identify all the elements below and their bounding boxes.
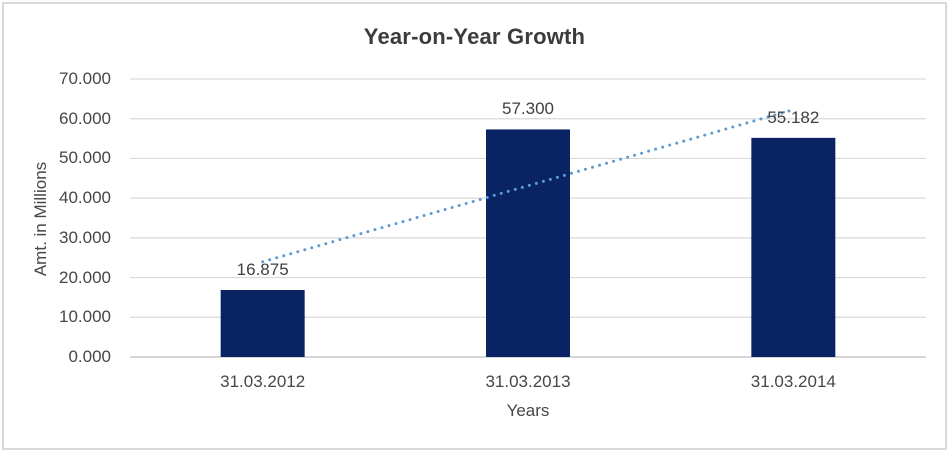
y-tick-label: 30.000 [59, 227, 111, 247]
y-tick-label: 10.000 [59, 307, 111, 327]
y-tick-label: 40.000 [59, 188, 111, 208]
chart-title: Year-on-Year Growth [363, 24, 586, 49]
y-tick-label: 50.000 [59, 148, 111, 168]
y-tick-label: 0.000 [68, 347, 111, 366]
y-tick-label: 60.000 [59, 108, 111, 128]
bar [751, 137, 836, 357]
data-label: 16.875 [236, 259, 289, 279]
y-tick-label: 20.000 [59, 267, 111, 287]
y-tick-label: 70.000 [59, 69, 111, 88]
bar [486, 129, 570, 357]
x-tick-label: 31.03.2013 [485, 372, 571, 391]
x-axis-title: Years [506, 401, 550, 420]
x-tick-label: 31.03.2012 [220, 372, 306, 391]
trendline [261, 108, 795, 264]
data-label: 57.300 [502, 99, 554, 119]
data-label: 55.182 [767, 107, 820, 127]
bar [220, 289, 305, 357]
x-tick-label: 31.03.2014 [750, 372, 836, 391]
